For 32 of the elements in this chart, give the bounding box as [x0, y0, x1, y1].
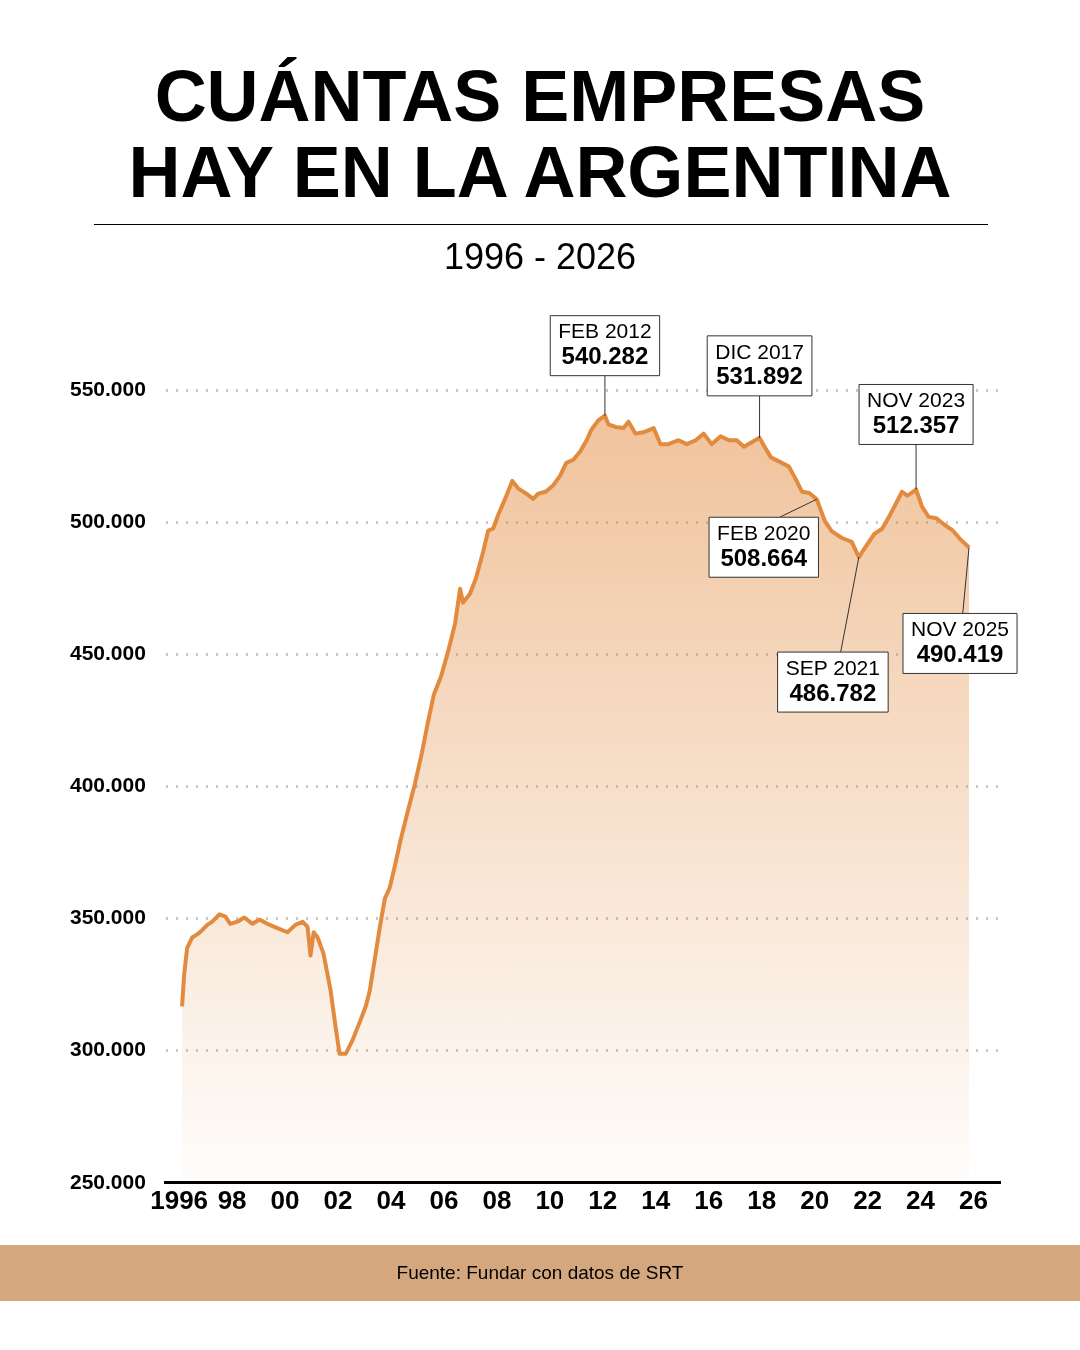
x-tick-label: 18	[747, 1184, 777, 1215]
y-tick-label: 450.000	[69, 641, 146, 665]
source-note: Fuente: Fundar con datos de SRT	[0, 1245, 1080, 1301]
annotation: FEB 2020 508.664	[717, 521, 811, 571]
y-tick-label: 250.000	[69, 1169, 146, 1193]
chart-title: CUÁNTAS EMPRESAS HAY EN LA ARGENTINA	[127, 56, 953, 212]
x-tick-label: 26	[959, 1184, 988, 1215]
chart-subtitle: 1996 - 2026	[442, 236, 638, 278]
annotation: FEB 2012 540.282	[558, 319, 652, 370]
annotation: NOV 2023 512.357	[867, 388, 966, 439]
x-tick-label: 12	[588, 1184, 618, 1215]
y-tick-label: 350.000	[69, 905, 146, 929]
x-tick-label: 14	[641, 1184, 671, 1215]
y-tick-label: 300.000	[69, 1037, 146, 1061]
x-tick-label: 08	[482, 1184, 512, 1215]
x-tick-label: 98	[217, 1184, 247, 1215]
x-tick-label: 06	[429, 1184, 459, 1215]
x-tick-label: 04	[376, 1184, 406, 1215]
x-tick-label: 00	[270, 1184, 300, 1215]
annotation: SEP 2021 486.782	[785, 655, 880, 706]
x-tick-label: 10	[535, 1184, 565, 1215]
annotation: DIC 2017 531.892	[715, 339, 804, 390]
x-tick-label: 16	[694, 1184, 724, 1215]
y-tick-label: 500.000	[69, 508, 146, 532]
annotation: NOV 2025 490.419	[910, 617, 1010, 668]
x-tick-label: 02	[323, 1184, 353, 1215]
y-tick-label: 400.000	[69, 773, 146, 797]
x-tick-label: 24	[906, 1184, 936, 1215]
y-tick-label: 550.000	[69, 376, 146, 400]
x-tick-label: 1996	[150, 1184, 209, 1215]
x-tick-label: 20	[800, 1184, 830, 1215]
x-tick-label: 22	[853, 1184, 883, 1215]
